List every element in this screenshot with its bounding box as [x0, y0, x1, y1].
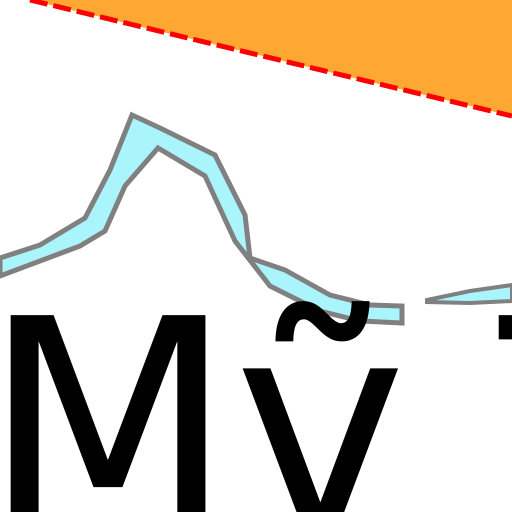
cyan-band-right: [425, 282, 512, 306]
red-dashed-edge: [29, 0, 512, 119]
label-text: Mṽ T: [0, 257, 512, 512]
cyan-band: [0, 111, 405, 326]
